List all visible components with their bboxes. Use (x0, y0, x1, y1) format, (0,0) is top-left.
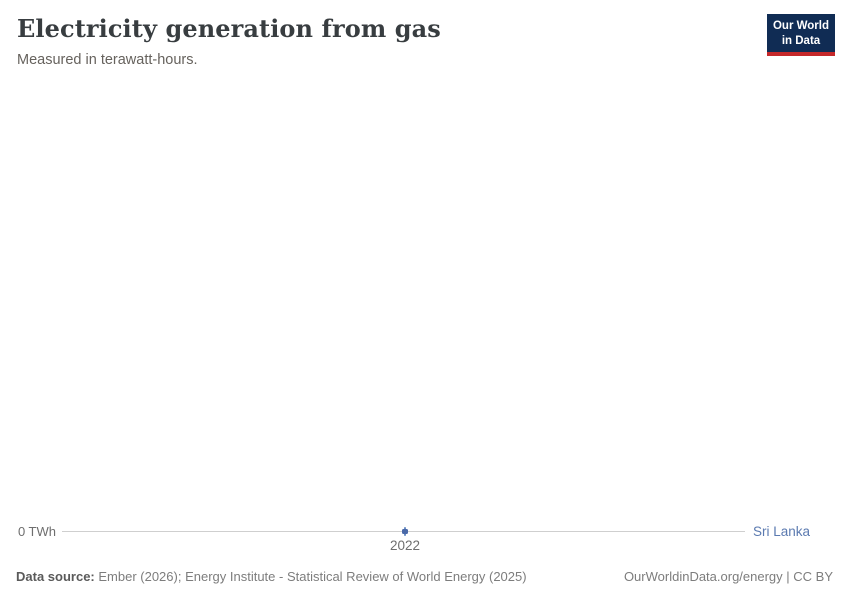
x-axis-tick-label: 2022 (389, 538, 421, 553)
plot-area (0, 80, 850, 510)
owid-logo-redbar (767, 52, 835, 56)
series-label-sri-lanka[interactable]: Sri Lanka (753, 524, 811, 539)
owid-logo-line1: Our World (772, 20, 829, 32)
y-axis-tick-label: 0 TWh (17, 524, 56, 539)
data-point-sri-lanka-2022[interactable] (402, 529, 408, 534)
owid-logo-line2: in Data (781, 34, 821, 47)
data-source-text: Ember (2026); Energy Institute - Statist… (94, 569, 527, 584)
owid-logo-box: Our World in Data (767, 14, 835, 52)
page-title: Electricity generation from gas (17, 14, 441, 43)
owid-logo[interactable]: Our World in Data (767, 14, 835, 56)
footer-license-link[interactable]: OurWorldinData.org/energy | CC BY (623, 569, 833, 584)
data-source-line: Data source: Ember (2026); Energy Instit… (16, 569, 527, 584)
chart-subtitle: Measured in terawatt-hours. (17, 52, 198, 68)
data-source-label: Data source: (16, 569, 95, 584)
